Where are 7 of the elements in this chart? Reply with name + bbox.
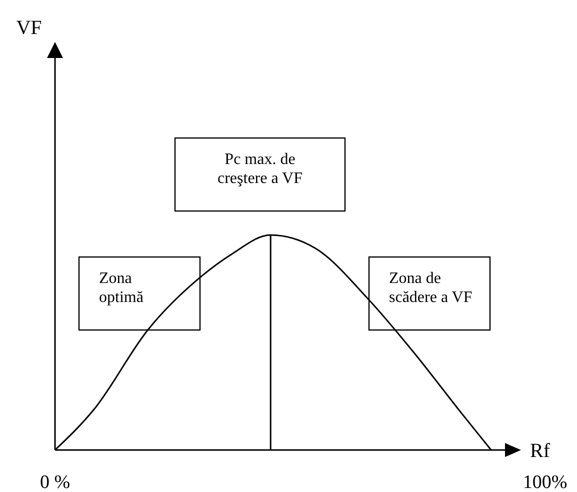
x-tick-label: 0 % bbox=[40, 472, 70, 492]
x-axis-title: Rf bbox=[530, 440, 550, 462]
text: VF bbox=[16, 17, 42, 39]
text: Pc max. de creştere a VF bbox=[218, 151, 303, 187]
x-tick-label: 100% bbox=[522, 472, 568, 492]
annotation: Zona de scădere a VF bbox=[389, 270, 472, 306]
annotation: Zona optimă bbox=[99, 270, 144, 306]
